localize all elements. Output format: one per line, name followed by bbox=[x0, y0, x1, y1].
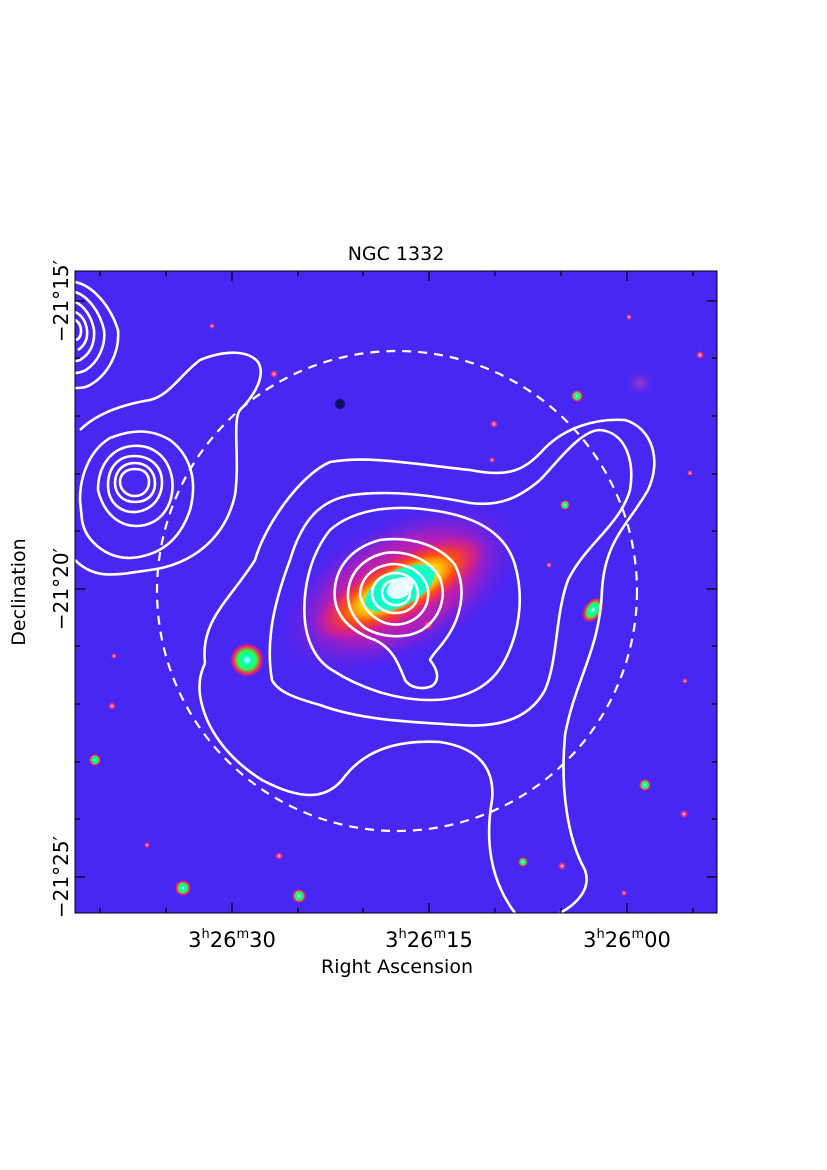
star bbox=[546, 562, 552, 568]
star bbox=[558, 862, 566, 870]
star bbox=[490, 420, 498, 428]
x-tick-label: 3h26m00 bbox=[583, 927, 671, 952]
star bbox=[175, 880, 191, 896]
star bbox=[518, 857, 528, 867]
star bbox=[209, 323, 215, 329]
aperture-circle bbox=[155, 349, 639, 833]
plot-frame bbox=[74, 270, 718, 914]
bright-star bbox=[230, 643, 264, 677]
star bbox=[270, 370, 278, 378]
axis-ticks bbox=[75, 271, 717, 913]
star bbox=[335, 399, 345, 409]
star bbox=[560, 500, 570, 510]
star bbox=[292, 889, 306, 903]
star bbox=[275, 852, 283, 860]
sky-image bbox=[75, 271, 717, 913]
figure-title: NGC 1332 bbox=[348, 243, 445, 265]
x-axis-label: Right Ascension bbox=[321, 956, 473, 978]
y-tick-labels: −21°15′ −21°20′ −21°25′ bbox=[49, 259, 73, 918]
star bbox=[687, 470, 693, 476]
star bbox=[680, 810, 688, 818]
x-tick-labels: 3h26m30 3h26m15 3h26m00 bbox=[188, 927, 671, 952]
y-axis-label: Declination bbox=[8, 538, 30, 645]
star bbox=[111, 653, 117, 659]
star bbox=[144, 842, 150, 848]
x-tick-label: 3h26m30 bbox=[188, 927, 276, 952]
y-tick-label: −21°15′ bbox=[49, 259, 73, 342]
y-tick-label: −21°25′ bbox=[49, 835, 73, 918]
star bbox=[108, 702, 116, 710]
star bbox=[621, 890, 627, 896]
x-tick-label: 3h26m15 bbox=[385, 927, 473, 952]
y-tick-label: −21°20′ bbox=[49, 547, 73, 630]
star bbox=[639, 779, 651, 791]
star bbox=[626, 314, 632, 320]
radio-contours bbox=[75, 280, 656, 913]
star bbox=[89, 754, 101, 766]
galaxy-ngc1332 bbox=[275, 500, 525, 676]
star bbox=[682, 678, 688, 684]
diffuse-source bbox=[624, 369, 656, 397]
star bbox=[696, 351, 704, 359]
star bbox=[489, 457, 495, 463]
star bbox=[571, 390, 583, 402]
